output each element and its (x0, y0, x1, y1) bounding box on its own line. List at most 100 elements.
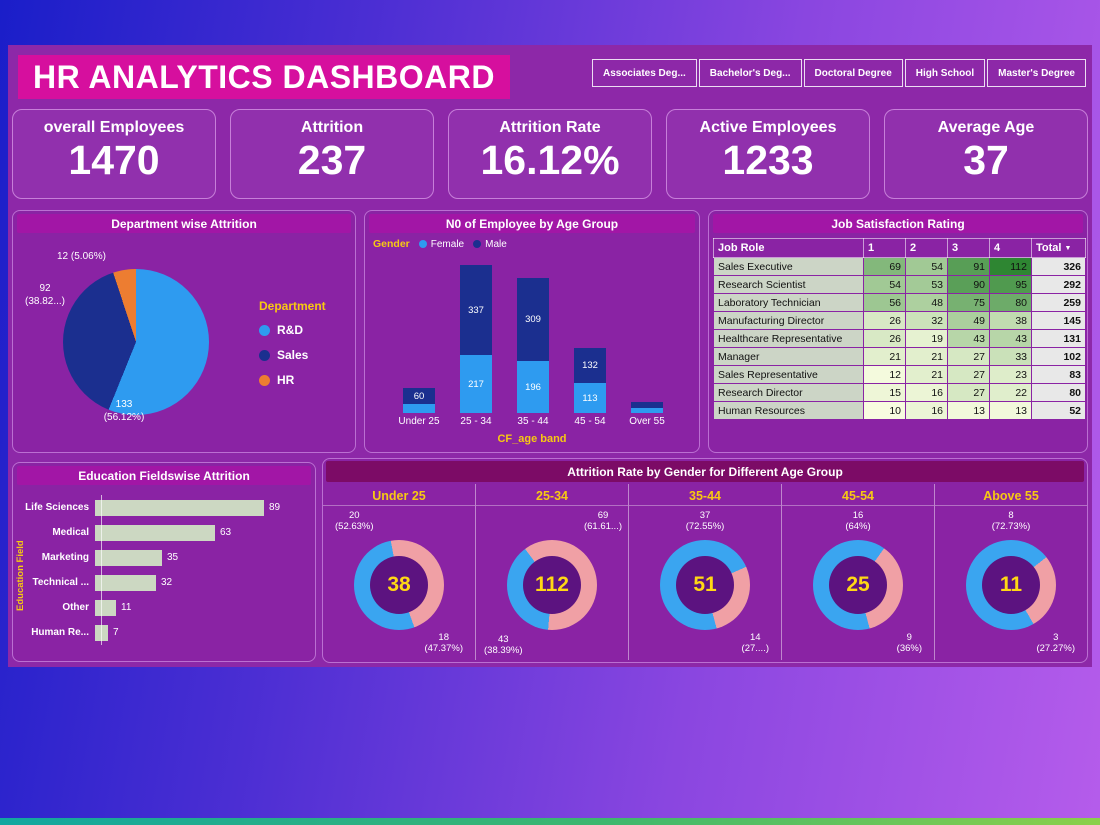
rating-cell: 27 (947, 347, 990, 366)
gender-dot-male (473, 240, 482, 248)
job-satisfaction-table[interactable]: Job Role 1 2 3 4 Total ▼ Sales Executive 69 54 91 1… (713, 238, 1086, 420)
legend-item-r-d[interactable]: R&D (259, 323, 326, 337)
column-header-2[interactable]: 2 (905, 238, 948, 258)
column-header-1[interactable]: 1 (863, 238, 906, 258)
donut-chart-above-55[interactable]: 11 (966, 540, 1056, 630)
bar-stack: 337 217 (460, 265, 492, 413)
donut-chart-45-54[interactable]: 25 (813, 540, 903, 630)
gender-legend-item-male[interactable]: Male (473, 239, 507, 250)
total-cell: 292 (1031, 275, 1086, 294)
column-header-3[interactable]: 3 (947, 238, 990, 258)
bar-column-35-44[interactable]: 309 196 (505, 261, 562, 413)
gender-label: Male (485, 238, 507, 250)
table-row-sales-executive[interactable]: Sales Executive 69 54 91 112 326 (713, 257, 1086, 276)
education-value-label: 11 (121, 602, 132, 613)
gender-dot-female (418, 240, 427, 248)
pie-value-rnd: 133 (115, 399, 133, 410)
sort-descending-icon: ▼ (1064, 244, 1072, 252)
filter-button-bachelor-s-deg[interactable]: Bachelor's Deg... (698, 59, 802, 87)
rating-cell: 32 (905, 311, 948, 330)
column-header-job-role[interactable]: Job Role (713, 238, 864, 258)
bar-column-45-54[interactable]: 132 113 (562, 261, 619, 413)
bar-segment-female: 113 (574, 383, 606, 413)
rating-cell: 13 (989, 401, 1032, 420)
rating-cell: 33 (989, 347, 1032, 366)
rating-cell: 91 (947, 257, 990, 276)
rating-cell: 16 (905, 383, 948, 402)
age-band-axis-labels: Under 25 25 - 34 35 - 44 45 - 54 Over 55 (383, 416, 683, 427)
legend-item-sales[interactable]: Sales (259, 348, 326, 362)
panel-title-attrition-gender-age: Attrition Rate by Gender for Different A… (326, 461, 1084, 482)
table-row-laboratory-technician[interactable]: Laboratory Technician 56 48 75 80 259 (713, 293, 1086, 312)
kpi-label: Attrition (300, 119, 364, 136)
stacked-column-chart[interactable]: 60 337 217 309 196 132 113 (383, 261, 683, 413)
job-role-cell: Healthcare Representative (713, 329, 864, 348)
age-group-header-45-54: 45-54 (782, 486, 934, 506)
education-bar-row-life-sciences[interactable]: Life Sciences 89 (25, 495, 311, 520)
education-bar-row-technical[interactable]: Technical ... 32 (25, 570, 311, 595)
panel-department-attrition: Department wise Attrition 12 (5.06%) 92 … (12, 210, 356, 453)
table-row-manager[interactable]: Manager 21 21 27 33 102 (713, 347, 1086, 366)
table-row-research-director[interactable]: Research Director 15 16 27 22 80 (713, 383, 1086, 402)
table-row-manufacturing-director[interactable]: Manufacturing Director 26 32 49 38 145 (713, 311, 1086, 330)
table-row-human-resources[interactable]: Human Resources 10 16 13 13 52 (713, 401, 1086, 420)
job-role-cell: Research Scientist (713, 275, 864, 294)
x-axis-label-35-44: 35 - 44 (517, 416, 549, 427)
education-bar-row-marketing[interactable]: Marketing 35 (25, 545, 311, 570)
total-cell: 326 (1031, 257, 1086, 276)
education-category-label: Technical ... (32, 577, 90, 588)
education-category-label: Medical (52, 527, 89, 538)
donut-chart-25-34[interactable]: 112 (507, 540, 597, 630)
gender-legend-title: Gender (373, 238, 410, 250)
education-bar (95, 524, 215, 541)
table-row-research-scientist[interactable]: Research Scientist 54 53 90 95 292 (713, 275, 1086, 294)
filter-button-associates-deg[interactable]: Associates Deg... (591, 59, 697, 87)
donut-chart-under-25[interactable]: 38 (354, 540, 444, 630)
gender-legend-item-female[interactable]: Female (418, 239, 464, 250)
donut-center-value: 112 (523, 556, 581, 614)
education-bar-chart[interactable]: Life Sciences 89 Medical 63 Marketing 35 Techn… (25, 495, 311, 645)
donut-data-label: 14 (27....) (741, 632, 769, 655)
donut-data-label: 16 (64%) (845, 510, 871, 533)
bar-segment-male: 132 (574, 348, 606, 383)
filter-button-high-school[interactable]: High School (904, 59, 986, 87)
legend-item-hr[interactable]: HR (259, 373, 326, 387)
kpi-value: 237 (297, 137, 367, 183)
education-bar (95, 499, 264, 516)
column-header-total[interactable]: Total ▼ (1031, 238, 1086, 258)
education-bar (95, 549, 162, 566)
rating-cell: 12 (863, 365, 906, 384)
job-role-cell: Sales Executive (713, 257, 864, 276)
education-bar-row-human-re[interactable]: Human Re... 7 (25, 620, 311, 645)
education-bar (95, 574, 156, 591)
rating-cell: 95 (989, 275, 1032, 294)
education-value-label: 35 (167, 552, 179, 563)
education-value-label: 32 (161, 577, 173, 588)
age-group-header-under-25: Under 25 (323, 486, 475, 506)
bar-column-25-34[interactable]: 337 217 (448, 261, 505, 413)
bar-column-under-25[interactable]: 60 (391, 261, 448, 413)
kpi-card-active-employees: Active Employees 1233 (666, 109, 870, 199)
dashboard-title: HR ANALYTICS DASHBOARD (18, 55, 510, 99)
bar-stack: 60 (403, 388, 435, 413)
donut-chart-35-44[interactable]: 51 (660, 540, 750, 630)
table-row-sales-representative[interactable]: Sales Representative 12 21 27 23 83 (713, 365, 1086, 384)
education-bar-row-other[interactable]: Other 11 (25, 595, 311, 620)
pie-pct-sales: (38.82...) (24, 295, 66, 307)
job-role-cell: Manufacturing Director (713, 311, 864, 330)
department-pie-chart[interactable] (63, 269, 209, 415)
donut-center-value: 11 (982, 556, 1040, 614)
bar-column-over-55[interactable] (619, 261, 676, 413)
bar-segment-male (631, 402, 663, 408)
rating-cell: 54 (905, 257, 948, 276)
filter-button-doctoral-degree[interactable]: Doctoral Degree (803, 59, 903, 87)
bar-segment-male: 60 (403, 388, 435, 404)
column-header-4[interactable]: 4 (989, 238, 1032, 258)
table-row-healthcare-representative[interactable]: Healthcare Representative 26 19 43 43 131 (713, 329, 1086, 348)
filter-button-master-s-degree[interactable]: Master's Degree (987, 59, 1086, 87)
kpi-card-attrition-rate: Attrition Rate 16.12% (448, 109, 652, 199)
education-bar-row-medical[interactable]: Medical 63 (25, 520, 311, 545)
rating-cell: 56 (863, 293, 906, 312)
x-axis-label-under-25: Under 25 (398, 416, 440, 427)
rating-cell: 90 (947, 275, 990, 294)
